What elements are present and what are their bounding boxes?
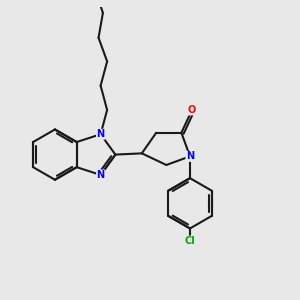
Text: Cl: Cl xyxy=(184,236,195,246)
Text: N: N xyxy=(186,152,194,161)
Text: N: N xyxy=(97,170,105,180)
Text: N: N xyxy=(97,129,105,139)
Text: O: O xyxy=(188,105,196,115)
